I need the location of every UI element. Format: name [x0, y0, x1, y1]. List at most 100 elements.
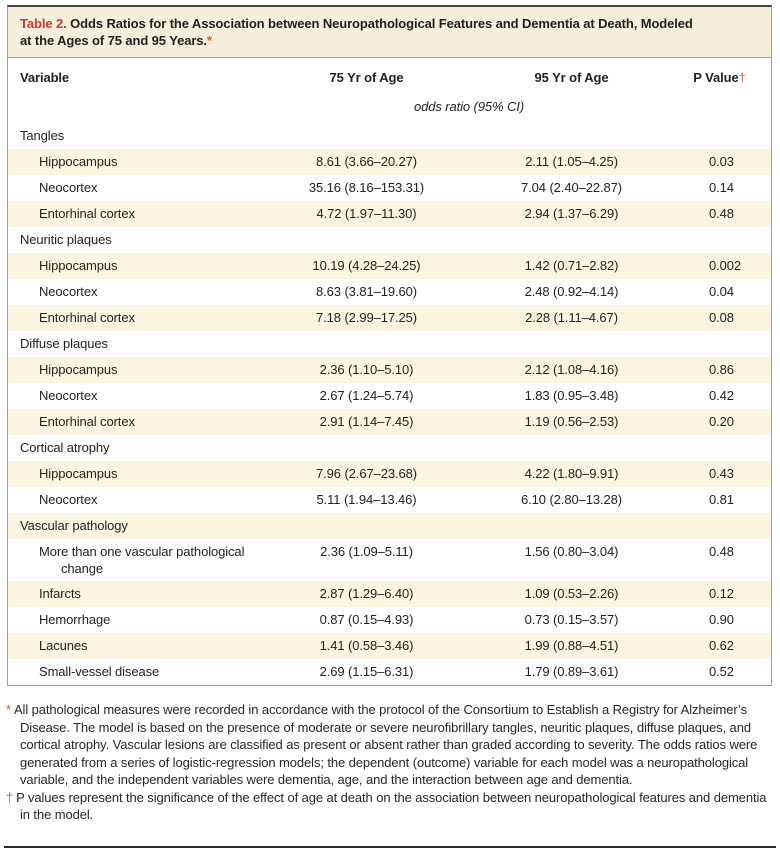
odds-ratio-95: 7.04 (2.40–22.87): [521, 180, 622, 195]
p-value: 0.20: [709, 414, 734, 429]
pvalue-footnote-marker: †: [738, 69, 746, 85]
p-value: 0.12: [709, 586, 734, 601]
odds-ratio-75: 0.87 (0.15–4.93): [319, 612, 414, 627]
table-section-row: Cortical atrophy: [8, 435, 771, 461]
odds-ratio-75: [264, 331, 469, 357]
odds-ratio-75: [264, 513, 469, 539]
unit-row: odds ratio (95% CI): [8, 96, 771, 123]
row-label: Hippocampus: [39, 258, 118, 273]
table-section-row: Neuritic plaques: [8, 227, 771, 253]
p-value: 0.08: [709, 310, 734, 325]
table-row: Entorhinal cortex 2.91 (1.14–7.45) 1.19 (0…: [8, 409, 771, 435]
row-label: Neocortex: [39, 492, 98, 507]
row-label: Small-vessel disease: [39, 664, 160, 679]
table-row: Entorhinal cortex 4.72 (1.97–11.30) 2.94 (…: [8, 201, 771, 227]
odds-ratio-95: 2.28 (1.11–4.67): [525, 310, 618, 325]
row-label: Tangles: [20, 128, 65, 143]
odds-ratio-75: 2.87 (1.29–6.40): [319, 586, 414, 601]
table-number: Table 2.: [20, 16, 67, 31]
odds-ratio-75: 2.91 (1.14–7.45): [319, 414, 414, 429]
footnote-text: All pathological measures were recorded …: [13, 702, 758, 787]
p-value: [674, 435, 771, 461]
p-value: [674, 227, 771, 253]
column-header-pvalue: P Value†: [693, 69, 746, 85]
p-value: [674, 331, 771, 357]
unit-label: odds ratio (95% CI): [413, 99, 525, 114]
p-value: 0.48: [709, 544, 734, 559]
odds-ratio-95: 6.10 (2.80–13.28): [521, 492, 622, 507]
p-value: 0.86: [709, 362, 734, 377]
row-label: Vascular pathology: [20, 518, 128, 533]
title-footnote-marker: *: [206, 33, 212, 48]
p-value: 0.42: [709, 388, 734, 403]
table-body: Tangles Hippocampus 8.61 (3.66–20.27) 2.11 …: [8, 123, 771, 685]
table-section-row: Vascular pathology: [8, 513, 771, 539]
table-row: Lacunes 1.41 (0.58–3.46) 1.99 (0.88–4.51) 0…: [8, 633, 771, 659]
odds-ratio-95: 2.48 (0.92–4.14): [524, 284, 619, 299]
footnote-dagger: † P values represent the significance of …: [6, 789, 770, 824]
row-label: Neocortex: [39, 388, 98, 403]
table-row: Neocortex 35.16 (8.16–153.31) 7.04 (2.40–2…: [8, 175, 771, 201]
row-label: More than one vascular pathological chan…: [39, 544, 245, 576]
odds-ratio-75: [264, 123, 469, 149]
odds-ratio-75: 10.19 (4.28–24.25): [312, 258, 421, 273]
p-value: 0.81: [709, 492, 734, 507]
row-label: Neuritic plaques: [20, 232, 112, 247]
bottom-rule: [4, 846, 776, 848]
table-row: Hippocampus 8.61 (3.66–20.27) 2.11 (1.05–4…: [8, 149, 771, 175]
p-value: 0.52: [709, 664, 734, 679]
odds-ratio-75: 7.96 (2.67–23.68): [316, 466, 417, 481]
table-row: Entorhinal cortex 7.18 (2.99–17.25) 2.28 (…: [8, 305, 771, 331]
row-label: Neocortex: [39, 284, 98, 299]
row-label: Entorhinal cortex: [39, 414, 135, 429]
p-value: 0.03: [709, 154, 734, 169]
table-row: Neocortex 8.63 (3.81–19.60) 2.48 (0.92–4.1…: [8, 279, 771, 305]
odds-ratio-75: 1.41 (0.58–3.46): [319, 638, 414, 653]
row-label: Neocortex: [39, 180, 98, 195]
row-label: Entorhinal cortex: [39, 310, 135, 325]
odds-ratio-75: 2.67 (1.24–5.74): [319, 388, 414, 403]
row-label: Hemorrhage: [39, 612, 111, 627]
p-value: 0.90: [709, 612, 734, 627]
odds-ratio-95: 1.09 (0.53–2.26): [524, 586, 619, 601]
row-label: Diffuse plaques: [20, 336, 108, 351]
odds-ratio-95: [469, 227, 674, 253]
footnotes-block: * All pathological measures were recorded…: [6, 701, 770, 824]
odds-ratio-75: 2.36 (1.09–5.11): [320, 544, 413, 559]
footnote-text: P values represent the significance of t…: [16, 789, 767, 823]
column-header-95yr: 95 Yr of Age: [534, 69, 609, 85]
odds-ratio-95: [469, 331, 674, 357]
p-value: 0.62: [709, 638, 734, 653]
table-row: Hippocampus 2.36 (1.10–5.10) 2.12 (1.08–4.…: [8, 357, 771, 383]
footnote-marker: †: [6, 789, 14, 805]
table-row: Neocortex 2.67 (1.24–5.74) 1.83 (0.95–3.48…: [8, 383, 771, 409]
footnote-marker: *: [6, 702, 11, 717]
p-value: 0.002: [709, 258, 742, 273]
odds-ratio-75: 2.36 (1.10–5.10): [319, 362, 414, 377]
p-value: 0.14: [709, 180, 734, 195]
table-row: Hemorrhage 0.87 (0.15–4.93) 0.73 (0.15–3.5…: [8, 607, 771, 633]
odds-ratio-95: 1.99 (0.88–4.51): [524, 638, 619, 653]
column-header-75yr: 75 Yr of Age: [329, 69, 404, 85]
p-value: 0.43: [709, 466, 734, 481]
odds-ratio-75: [264, 227, 469, 253]
odds-ratio-95: 1.56 (0.80–3.04): [524, 544, 619, 559]
odds-ratio-75: 2.69 (1.15–6.31): [319, 664, 414, 679]
table-section-row: Diffuse plaques: [8, 331, 771, 357]
p-value: [674, 513, 771, 539]
table-row: More than one vascular pathological chan…: [8, 539, 771, 581]
odds-ratio-95: 1.79 (0.89–3.61): [524, 664, 619, 679]
odds-ratio-95: [469, 513, 674, 539]
table-section-row: Tangles: [8, 123, 771, 149]
odds-ratio-75: 5.11 (1.94–13.46): [316, 492, 417, 507]
odds-ratio-95: 1.42 (0.71–2.82): [524, 258, 619, 273]
table-row: Hippocampus 7.96 (2.67–23.68) 4.22 (1.80–9…: [8, 461, 771, 487]
odds-ratio-95: 2.94 (1.37–6.29): [524, 206, 619, 221]
p-value: 0.48: [709, 206, 734, 221]
p-value: 0.04: [709, 284, 734, 299]
odds-ratio-95: 1.19 (0.56–2.53): [524, 414, 619, 429]
table-row: Hippocampus 10.19 (4.28–24.25) 1.42 (0.71–…: [8, 253, 771, 279]
odds-ratio-75: [264, 435, 469, 461]
row-label: Hippocampus: [39, 466, 118, 481]
